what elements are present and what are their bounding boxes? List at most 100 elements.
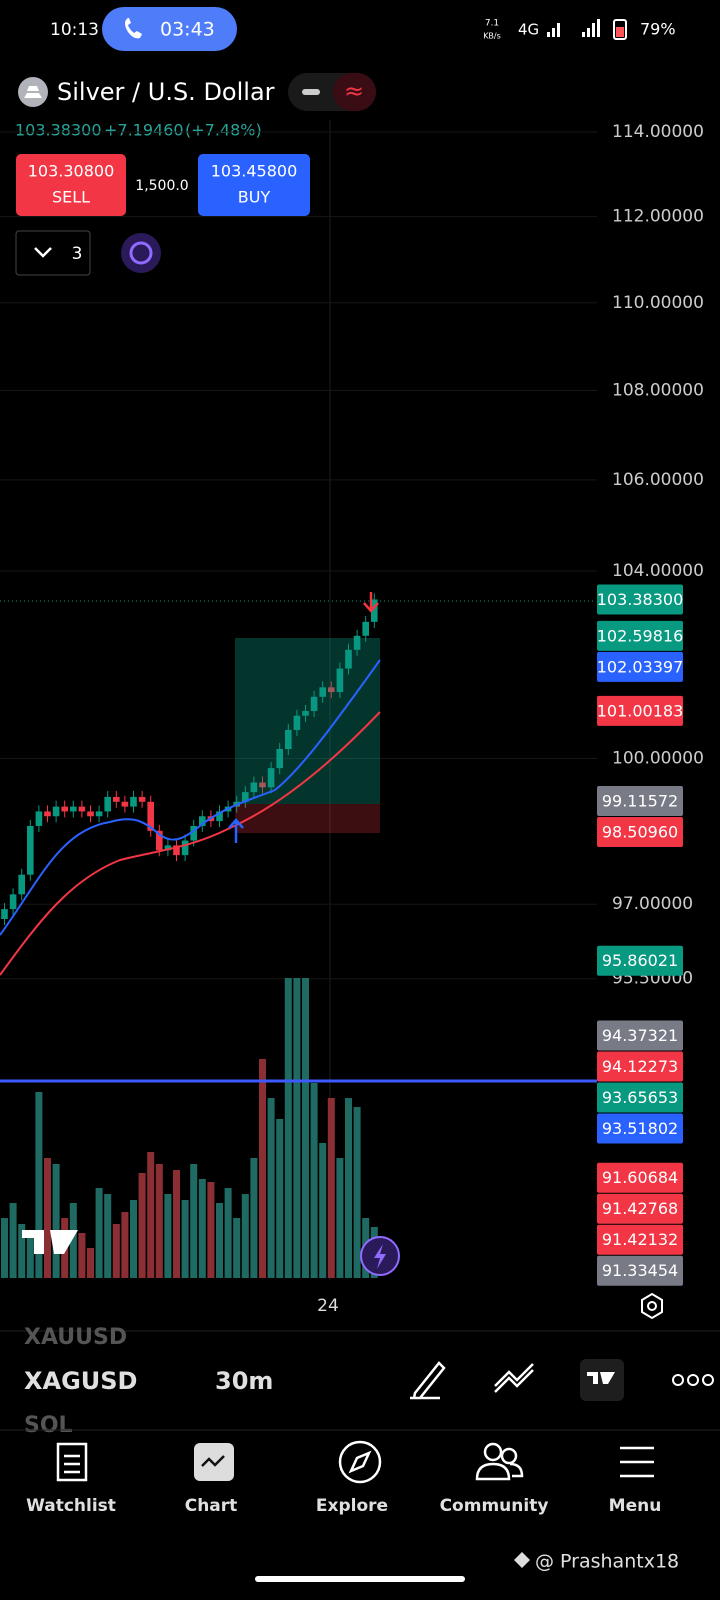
price-tag — [597, 1255, 683, 1286]
price-tag — [597, 1020, 683, 1051]
y-tick-label: 97.00000 — [612, 894, 693, 914]
candle — [147, 801, 154, 831]
call-icon — [125, 18, 142, 39]
price-tag — [597, 695, 683, 726]
battery: 79% — [640, 20, 676, 39]
buy-price: 103.45800 — [211, 162, 298, 181]
symbol-name[interactable]: Silver / U.S. Dollar — [57, 78, 275, 106]
volume-bar — [259, 1059, 266, 1278]
toolbar-symbol[interactable]: XAGUSD — [24, 1367, 137, 1395]
volume-bar — [69, 1203, 77, 1278]
x-axis-label: 24 — [317, 1296, 339, 1316]
price-tag-label: 95.86021 — [602, 951, 678, 970]
candle — [113, 796, 120, 802]
candle — [9, 894, 17, 910]
volume-bar — [44, 1158, 51, 1278]
nav-label[interactable]: Menu — [609, 1496, 662, 1516]
stop-zone — [235, 804, 380, 833]
price-tag-label: 91.60684 — [602, 1168, 678, 1187]
call-pill[interactable] — [102, 7, 237, 51]
volume-bar — [9, 1203, 17, 1278]
nav-label[interactable]: Explore — [316, 1496, 388, 1516]
candle — [61, 806, 68, 812]
toggle-wave-bg — [333, 73, 376, 111]
candle — [250, 782, 258, 793]
volume-bar — [190, 1164, 198, 1278]
candle — [181, 840, 189, 856]
sell-button[interactable] — [16, 154, 126, 216]
volume-bar — [147, 1152, 155, 1278]
next-symbol[interactable]: SOL — [24, 1413, 73, 1438]
candle — [164, 845, 172, 851]
price-tag-label: 93.51802 — [602, 1119, 678, 1138]
price-tag-label: 103.38300 — [597, 590, 684, 609]
more-icon[interactable] — [672, 1374, 714, 1386]
candle — [173, 845, 180, 856]
price-tag-label: 91.42768 — [602, 1199, 678, 1218]
nav-label[interactable]: Community — [440, 1496, 549, 1516]
refresh-button[interactable] — [121, 233, 161, 273]
price-tag — [597, 651, 683, 682]
candle — [138, 796, 146, 802]
candle — [121, 801, 129, 807]
ema-fast — [0, 659, 381, 936]
price-tag — [597, 945, 683, 976]
y-tick-label: 110.00000 — [612, 293, 704, 313]
candle — [285, 729, 292, 749]
price-tag — [597, 817, 683, 848]
candle — [310, 696, 318, 711]
candle — [353, 635, 361, 650]
symbol-change: +7.19460 — [104, 121, 184, 140]
volume-bar — [319, 1143, 327, 1278]
volume-bar — [336, 1158, 344, 1278]
candle — [18, 874, 25, 895]
prev-symbol[interactable]: XAUUSD — [24, 1325, 127, 1350]
quantity[interactable]: 1,500.0 — [135, 178, 188, 194]
symbol-logo-mark — [24, 86, 42, 98]
volume-bar — [130, 1200, 137, 1278]
volume-bar — [233, 1218, 241, 1278]
candle — [87, 811, 94, 817]
candle — [156, 830, 163, 851]
sell-label: SELL — [52, 188, 90, 207]
settings-icon[interactable] — [641, 1292, 663, 1320]
volume-bar — [95, 1188, 103, 1278]
price-tag-label: 91.42132 — [602, 1230, 678, 1249]
settings-dot — [647, 1301, 657, 1311]
volume-bar — [293, 978, 301, 1278]
nav-label[interactable]: Chart — [185, 1496, 238, 1516]
price-tag — [597, 1162, 683, 1193]
nav-icons — [56, 1440, 654, 1484]
candle — [190, 825, 197, 841]
candle — [259, 782, 266, 788]
call-time: 03:43 — [160, 19, 215, 41]
watermark: @ Prashantx18 — [535, 1551, 679, 1573]
candle — [336, 668, 344, 693]
buy-button[interactable] — [198, 154, 310, 216]
volume-bar — [310, 1083, 318, 1278]
collapse-button[interactable] — [15, 230, 91, 276]
volume-bar — [164, 1194, 172, 1278]
signal-icons — [547, 19, 627, 40]
price-tag — [597, 1082, 683, 1113]
candle — [27, 825, 34, 875]
price-tag-label: 98.50960 — [602, 823, 678, 842]
flash-icon — [374, 1244, 386, 1269]
volume-bar — [224, 1188, 232, 1278]
volume-bar — [35, 1092, 43, 1278]
volume-bar — [26, 1233, 34, 1278]
draw-icon[interactable] — [410, 1361, 446, 1400]
trend-icon[interactable] — [494, 1363, 534, 1393]
volume-bar — [241, 1194, 249, 1278]
y-tick-label: 100.00000 — [612, 749, 704, 769]
y-tick-label: 112.00000 — [612, 207, 704, 227]
sell-price: 103.30800 — [28, 162, 115, 181]
interval[interactable]: 30m — [215, 1367, 273, 1395]
volume-bar — [353, 1107, 361, 1278]
volume-bar — [18, 1224, 26, 1278]
chevron — [34, 247, 52, 258]
nav-label[interactable]: Watchlist — [26, 1496, 116, 1516]
price-tag-label: 102.03397 — [597, 657, 684, 676]
tv-button-logo — [587, 1372, 615, 1384]
